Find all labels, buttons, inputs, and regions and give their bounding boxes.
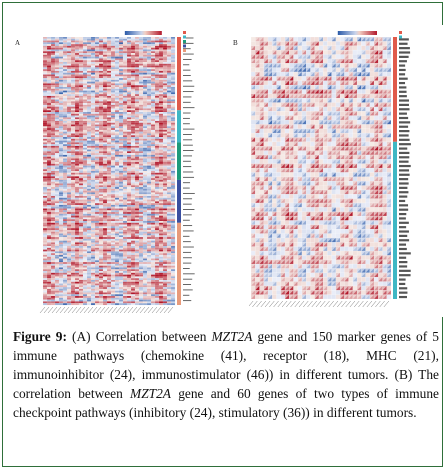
legend-swatch-stimulatory	[399, 35, 402, 39]
group-bar-mhc	[177, 142, 181, 180]
group-bar-immunoinhibitor	[177, 179, 181, 223]
group-bar-stimulatory	[393, 141, 397, 299]
panel-b: B	[229, 25, 444, 317]
heatmap-cells	[43, 37, 176, 306]
group-bar-chemokine	[177, 37, 181, 111]
group-bar-inhibitory	[393, 37, 397, 142]
figure-frame: A B Figure 9: (A) Correlation between MZ…	[2, 2, 444, 467]
caption-part-0: (A) Correlation between	[72, 329, 212, 344]
caption-part-4: gene and 60 genes of two types of immune…	[13, 386, 439, 420]
figure-label: Figure 9:	[13, 329, 67, 344]
panel-a-heatmap	[39, 31, 195, 314]
heatmap-cells	[251, 37, 391, 299]
caption-gene-2: MZT2A	[130, 386, 171, 401]
legend-swatch-receptor	[183, 35, 186, 39]
caption-gene-1: MZT2A	[211, 329, 253, 344]
legend-swatch-inhibitory	[399, 31, 402, 34]
panel-a-letter: A	[15, 39, 21, 47]
group-bar-immunostimulator	[177, 222, 181, 305]
legend-swatch-immunoinhibitor	[183, 44, 186, 48]
legend-gradient	[337, 31, 377, 35]
figure-caption: Figure 9: (A) Correlation between MZT2A …	[13, 327, 439, 422]
group-bar-receptor	[177, 110, 181, 143]
legend-swatch-immunostimulator	[183, 49, 186, 52]
legend-gradient	[124, 31, 162, 35]
legend-swatch-chemokine	[183, 31, 186, 34]
panel-b-heatmap	[249, 31, 411, 308]
legend-swatch-mhc	[183, 40, 186, 43]
panel-b-letter: B	[233, 39, 238, 47]
caption-part-2: gene and 150 marker genes of 5 immune pa…	[13, 329, 439, 401]
panel-a: A	[15, 25, 225, 317]
